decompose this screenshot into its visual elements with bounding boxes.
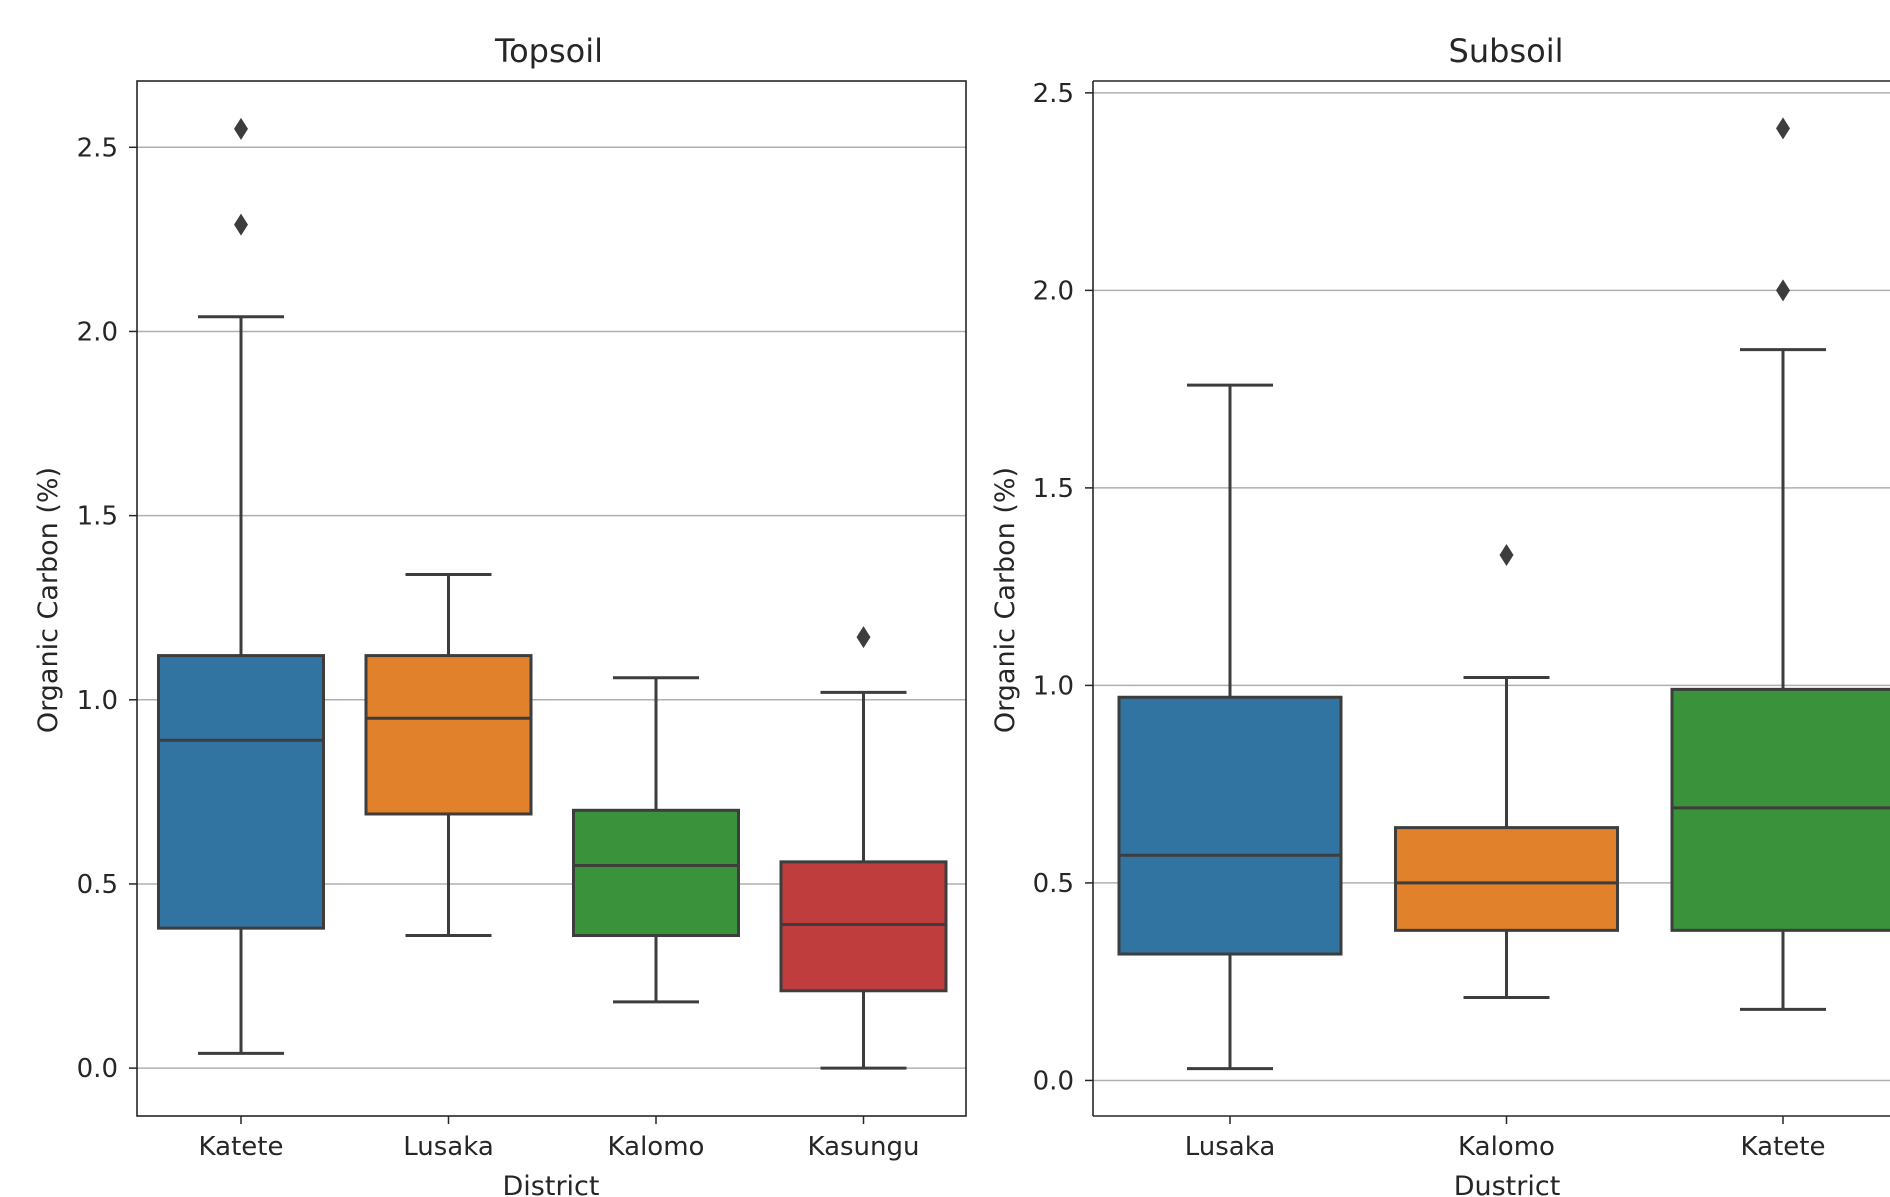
box-lusaka — [364, 573, 533, 938]
topsoil-panel: Topsoil 0.00.51.01.52.02.5 Katete Lusaka K… — [33, 32, 967, 1197]
x-tick-label: Kasungu — [807, 1132, 919, 1162]
y-tick-label: 2.5 — [77, 133, 118, 163]
y-axis-label: Organic Carbon (%) — [33, 467, 64, 733]
y-tick-label: 2.0 — [77, 317, 118, 347]
x-axis-label: Dustrict — [1454, 1171, 1561, 1197]
outlier-point — [1776, 279, 1790, 302]
x-tick-label: Lusaka — [1185, 1132, 1276, 1162]
x-axis-ticks: Lusaka Kalomo Katete — [1185, 1116, 1826, 1162]
chart-title: Topsoil — [494, 32, 603, 70]
y-tick-label: 0.0 — [1033, 1066, 1074, 1096]
iqr-box — [572, 808, 740, 938]
x-axis-label: District — [503, 1171, 600, 1197]
y-tick-label: 2.0 — [1033, 276, 1074, 306]
y-tick-label: 0.0 — [77, 1054, 118, 1084]
chart-title: Subsoil — [1449, 32, 1564, 70]
x-tick-label: Katete — [1741, 1132, 1826, 1162]
subsoil-panel: Subsoil 0.0 0.5 1.0 1.5 2.0 2.5 Lusaka Kalomo K… — [990, 32, 1890, 1197]
outlier-point — [1776, 117, 1790, 140]
x-tick-label: Kalomo — [1458, 1132, 1555, 1162]
y-tick-label: 0.5 — [1033, 869, 1074, 899]
iqr-box — [779, 860, 948, 993]
box-kalomo — [1394, 544, 1619, 999]
iqr-box — [1394, 826, 1619, 932]
iqr-box — [157, 654, 325, 930]
x-tick-label: Katete — [199, 1132, 284, 1162]
x-axis-ticks: Katete Lusaka Kalomo Kasungu — [199, 1116, 920, 1162]
y-tick-label: 1.5 — [77, 502, 118, 532]
y-tick-label: 0.5 — [77, 870, 118, 900]
y-axis-ticks: 0.0 0.5 1.0 1.5 2.0 2.5 — [77, 133, 137, 1084]
box-katete — [1670, 117, 1890, 1011]
box-kasungu — [779, 626, 948, 1070]
box-plots — [1117, 117, 1890, 1071]
box-lusaka — [1117, 383, 1343, 1071]
y-axis-ticks: 0.0 0.5 1.0 1.5 2.0 2.5 — [1033, 79, 1093, 1096]
x-tick-label: Lusaka — [403, 1132, 494, 1162]
box-katete — [157, 117, 325, 1055]
iqr-box — [1117, 695, 1343, 956]
y-tick-label: 1.0 — [1033, 671, 1074, 701]
iqr-box — [1670, 687, 1890, 932]
outlier-point — [234, 213, 248, 236]
outlier-point — [234, 117, 248, 140]
outlier-point — [1499, 544, 1514, 567]
y-tick-label: 1.5 — [1033, 474, 1074, 504]
plot-frame — [136, 80, 967, 1117]
outlier-point — [856, 626, 871, 649]
y-tick-label: 2.5 — [1033, 79, 1074, 109]
box-plots — [157, 117, 948, 1070]
box-kalomo — [572, 676, 740, 1004]
x-tick-label: Kalomo — [608, 1132, 705, 1162]
y-axis-label: Organic Carbon (%) — [990, 467, 1021, 733]
y-tick-label: 1.0 — [77, 686, 118, 716]
iqr-box — [364, 654, 533, 816]
